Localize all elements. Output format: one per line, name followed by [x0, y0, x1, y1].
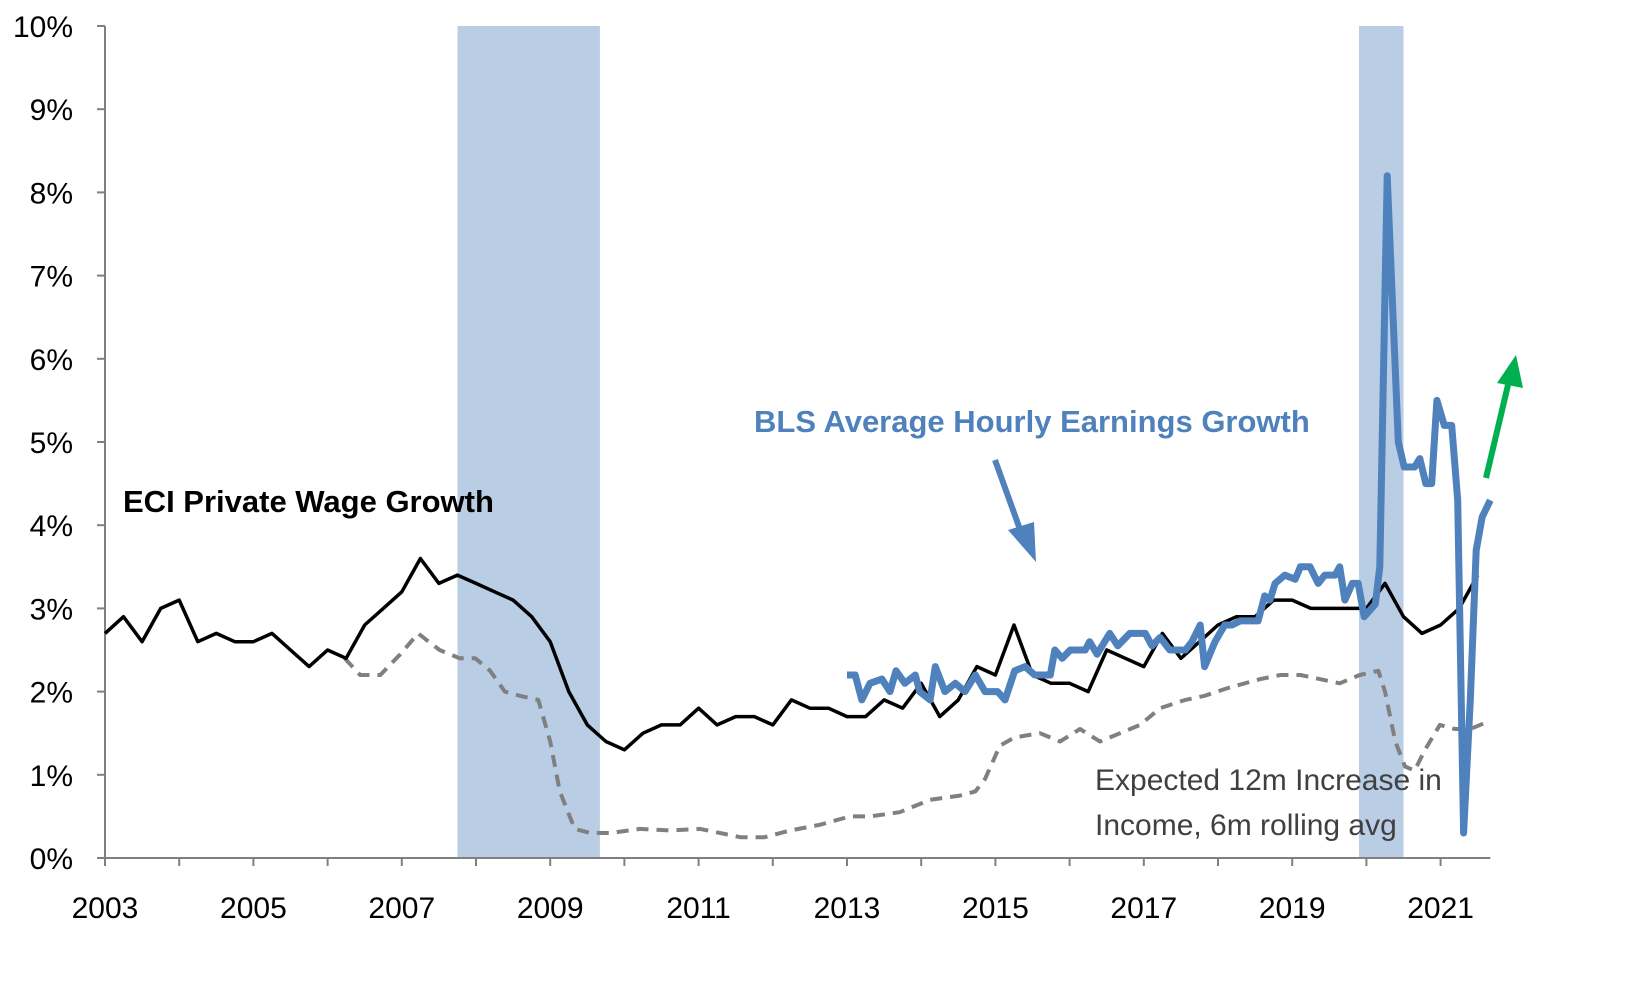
x-tick-label: 2011 [666, 892, 731, 925]
y-tick-label: 3% [30, 593, 73, 626]
y-tick-label: 4% [30, 510, 73, 543]
bls-pointer-arrowhead [1008, 522, 1036, 562]
expected-series-label-line2: Income, 6m rolling avg [1095, 809, 1397, 842]
x-tick-label: 2003 [72, 892, 139, 925]
y-tick-label: 6% [30, 344, 73, 377]
green-up-arrowhead [1497, 355, 1523, 388]
x-tick-label: 2009 [517, 892, 584, 925]
x-tick-label: 2013 [814, 892, 881, 925]
y-tick-label: 1% [30, 760, 73, 793]
expected-series-label-line1: Expected 12m Increase in [1095, 764, 1442, 797]
x-tick-label: 2007 [368, 892, 435, 925]
x-tick-label: 2017 [1110, 892, 1177, 925]
y-tick-label: 5% [30, 427, 73, 460]
bls-series-label: BLS Average Hourly Earnings Growth [754, 404, 1310, 439]
bls-pointer-arrow-shaft [992, 458, 1025, 537]
green-up-arrow-shaft [1483, 384, 1511, 479]
y-tick-label: 0% [30, 843, 73, 876]
x-tick-label: 2015 [962, 892, 1029, 925]
y-tick-label: 9% [30, 94, 73, 127]
eci-series-label: ECI Private Wage Growth [123, 484, 494, 519]
x-tick-label: 2019 [1259, 892, 1326, 925]
expected-income-line [343, 631, 1492, 840]
x-tick-label: 2005 [220, 892, 287, 925]
y-tick-label: 2% [30, 677, 73, 710]
y-tick-label: 8% [30, 177, 73, 210]
recession-band [457, 26, 600, 858]
eci-line [103, 556, 1480, 752]
bls-line [847, 172, 1494, 837]
x-tick-label: 2021 [1407, 892, 1474, 925]
y-tick-label: 7% [30, 261, 73, 294]
y-tick-label: 10% [13, 11, 73, 44]
